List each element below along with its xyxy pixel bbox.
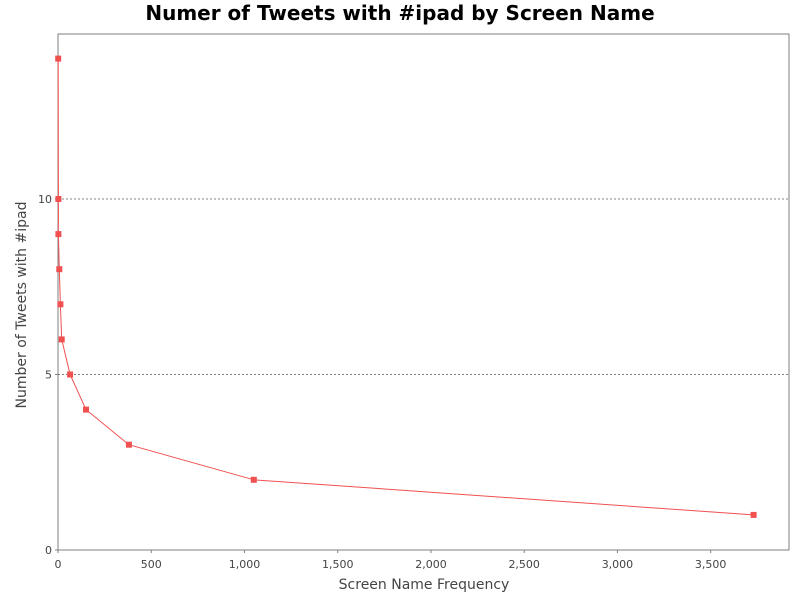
gridlines bbox=[58, 198, 789, 375]
plot-area bbox=[57, 33, 790, 551]
data-point bbox=[55, 196, 62, 202]
x-tick-label: 0 bbox=[55, 558, 62, 571]
x-tick-label: 1,500 bbox=[322, 558, 354, 571]
data-point bbox=[57, 301, 64, 308]
data-point bbox=[125, 441, 132, 448]
x-tick-label: 2,000 bbox=[415, 558, 447, 571]
y-axis-label: Number of Tweets with #ipad bbox=[14, 202, 30, 409]
data-point bbox=[250, 476, 257, 483]
chart-title: Numer of Tweets with #ipad by Screen Nam… bbox=[145, 1, 654, 25]
data-point bbox=[55, 55, 62, 62]
x-tick-label: 1,000 bbox=[229, 558, 261, 571]
data-point bbox=[58, 336, 65, 343]
axes: 0 5 10 0 500 1,000 1,500 2,000 2,500 3,000 3,500 bbox=[38, 193, 726, 571]
y-tick-label: 10 bbox=[38, 193, 52, 206]
data-point bbox=[56, 266, 63, 273]
y-tick-label: 5 bbox=[45, 368, 52, 381]
x-axis-label: Screen Name Frequency bbox=[339, 577, 510, 593]
data-point bbox=[83, 406, 89, 413]
x-tick-label: 3,000 bbox=[602, 558, 634, 571]
series-layer bbox=[55, 55, 757, 518]
x-tick-label: 2,500 bbox=[508, 558, 540, 571]
data-point bbox=[55, 231, 62, 238]
x-tick-label: 3,500 bbox=[695, 558, 727, 571]
y-tick-label: 0 bbox=[45, 544, 52, 557]
x-tick-label: 500 bbox=[141, 558, 162, 571]
data-point bbox=[750, 511, 757, 518]
data-point bbox=[67, 371, 74, 378]
